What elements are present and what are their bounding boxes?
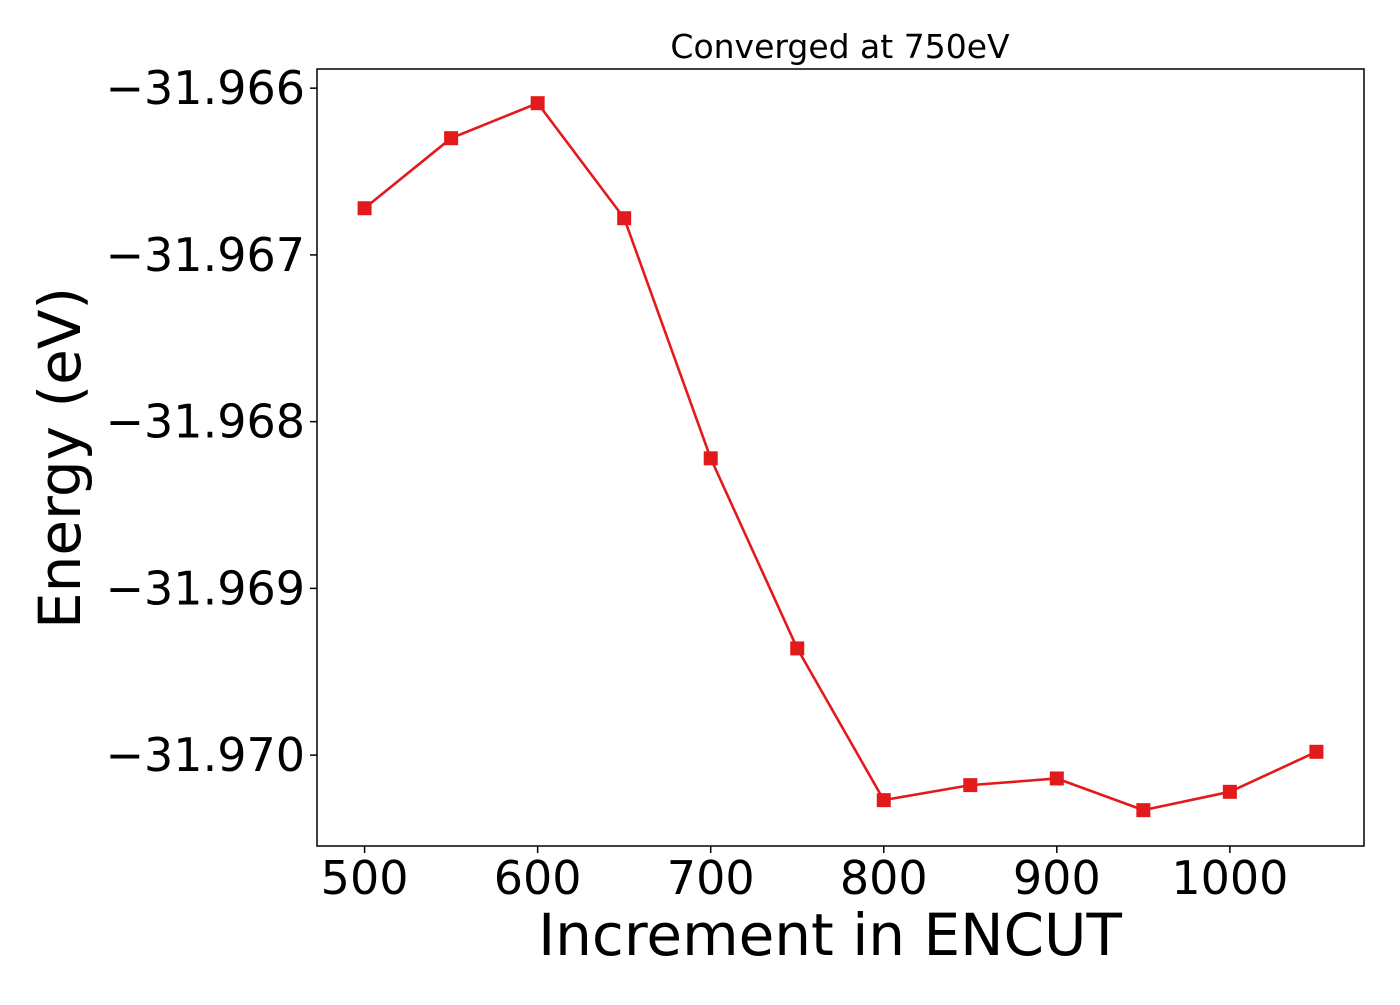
data-point	[1049, 771, 1064, 786]
y-tick-label: −31.967	[106, 228, 306, 282]
data-point	[876, 793, 891, 808]
plot-area	[316, 68, 1365, 847]
data-point	[703, 451, 718, 466]
y-tick-label: −31.966	[106, 61, 306, 115]
x-tick-label: 500	[321, 851, 409, 905]
y-tick-label: −31.968	[106, 395, 306, 449]
data-point	[617, 211, 632, 226]
data-point	[530, 96, 545, 111]
x-tick-label: 700	[667, 851, 755, 905]
y-tick-label: −31.970	[106, 728, 306, 782]
series-line	[363, 101, 1317, 812]
chart-title: Converged at 750eV	[670, 27, 1010, 66]
x-tick-label: 1000	[1171, 851, 1288, 905]
data-point	[1136, 803, 1151, 818]
y-axis-label: Energy (eV)	[26, 287, 94, 629]
y-axis-ticks: −31.966 −31.967 −31.968 −31.969 −31.970	[106, 61, 317, 782]
data-point	[1222, 784, 1237, 799]
x-axis-ticks: 500 600 700 800 900 1000	[321, 846, 1288, 905]
x-tick-label: 800	[840, 851, 928, 905]
data-point	[790, 641, 805, 656]
y-tick-label: −31.969	[106, 561, 306, 615]
x-tick-label: 600	[494, 851, 582, 905]
data-point	[1309, 744, 1324, 759]
series-group	[357, 96, 1324, 818]
data-point	[357, 201, 372, 216]
data-point	[444, 131, 459, 146]
x-tick-label: 900	[1013, 851, 1101, 905]
x-axis-label: Increment in ENCUT	[538, 901, 1122, 969]
data-point	[963, 778, 978, 793]
